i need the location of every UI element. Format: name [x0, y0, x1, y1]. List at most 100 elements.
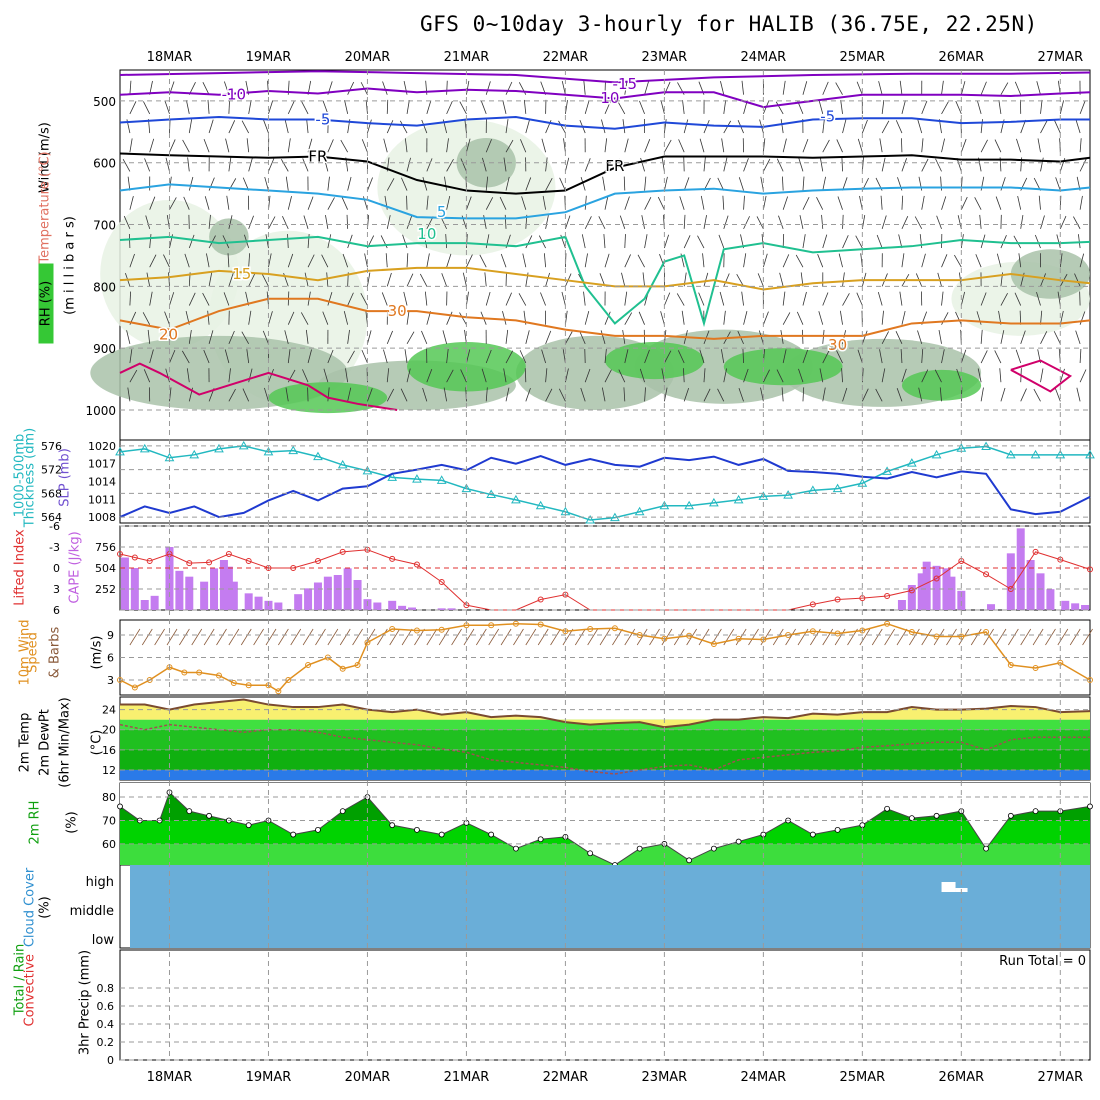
wind-barb [444, 176, 448, 191]
isotherm-line [119, 362, 398, 411]
wind10m-barb [1045, 628, 1056, 646]
wind-barb [268, 216, 276, 230]
wind10m-marker [611, 625, 618, 632]
wind10m-barb [859, 628, 871, 646]
wind-barb [565, 157, 570, 172]
wind-barb [1038, 195, 1041, 210]
wind-barb [762, 138, 766, 153]
wind-barb [462, 272, 467, 287]
wind-barb [736, 273, 744, 287]
x-tick-label-top: 18MAR [147, 50, 193, 65]
wind-barb [782, 254, 790, 268]
wind-barb [446, 80, 448, 95]
wind-barb [604, 369, 612, 383]
wind-barb [802, 176, 805, 191]
wind-barb [287, 234, 289, 249]
wind-barb [638, 311, 645, 325]
wind-barb [181, 350, 190, 364]
cape-bar [140, 600, 149, 610]
wind-barb [385, 253, 388, 268]
wind-barb [802, 329, 804, 344]
wind-barb [640, 157, 645, 172]
thickness-marker [783, 490, 793, 499]
wind-barb [485, 291, 491, 306]
wind-barb [386, 99, 389, 114]
wind-barb [563, 138, 566, 153]
wind-barb [822, 329, 825, 344]
rh-marker [389, 822, 396, 829]
wind-barb [623, 387, 626, 402]
wind-barb [340, 139, 349, 153]
li-marker [413, 561, 420, 568]
wind-barb [780, 119, 784, 134]
wind-barb [603, 234, 606, 249]
wind-barb [743, 195, 745, 210]
wind10m-marker [438, 626, 445, 633]
wind-barb [618, 369, 626, 383]
pressure-tick-label: 500 [93, 95, 116, 109]
wind-barb [143, 101, 151, 115]
wind-barb [383, 138, 388, 153]
wind-barb [400, 388, 408, 402]
wind-barb [466, 138, 471, 153]
wind-barb [657, 196, 665, 210]
wind-barb [1040, 99, 1043, 114]
wind-barb [347, 292, 354, 306]
wind10m-barb [141, 628, 153, 646]
li-marker [834, 596, 841, 603]
wind-barb [1013, 235, 1022, 249]
wind10m-barb [377, 628, 388, 646]
wind-barb [802, 234, 806, 249]
cape-bar [922, 561, 931, 610]
wind-barb [899, 291, 903, 306]
wind-barb [169, 387, 172, 402]
wind-barb [881, 99, 885, 114]
wind-barb [757, 273, 764, 287]
wind-barb [921, 253, 926, 268]
isotherm-label: FR [605, 157, 624, 175]
wind-barb [287, 253, 294, 268]
wind-barb [617, 101, 626, 115]
wind10m-barb [624, 628, 636, 646]
wind-barb [720, 81, 725, 95]
wind-barb [782, 349, 787, 364]
slp-tick-label: 1020 [88, 440, 116, 453]
wind-barb [604, 195, 609, 210]
wind-barb [149, 254, 157, 268]
wind-barb [604, 100, 611, 115]
cape-bar [224, 566, 233, 610]
wind10m-marker [710, 641, 717, 647]
wind-barb [580, 387, 586, 402]
wind-barb [426, 195, 429, 210]
wind-barb [287, 101, 295, 115]
rh-shade [407, 342, 526, 392]
wind10m-barb [587, 628, 599, 646]
cape-bar [447, 608, 456, 610]
wind-barb [505, 292, 512, 306]
cape-bar [1061, 600, 1070, 610]
wind-barb [441, 273, 448, 287]
wind10m-barb [315, 628, 326, 646]
wind-barb [327, 387, 330, 402]
wind-barb [264, 387, 269, 402]
wind-barb [624, 196, 630, 210]
wind-barb [821, 214, 824, 229]
cape-bar [294, 594, 303, 610]
wind-barb [604, 349, 607, 364]
wind-barb [321, 254, 329, 268]
wind-barb [307, 234, 310, 249]
wind-barb [723, 215, 729, 229]
isotherm-label: -10 [222, 86, 247, 104]
wind-barb [683, 235, 691, 249]
wind-barb [1037, 138, 1041, 153]
wind10m-barb [513, 628, 524, 646]
cape-bar [1026, 560, 1035, 610]
wind-barb [622, 119, 626, 134]
rh-marker [438, 831, 445, 838]
wind-barb [123, 215, 131, 230]
wind-barb [347, 234, 353, 249]
x-tick-label-bottom: 27MAR [1037, 1070, 1083, 1085]
x-tick-label-bottom: 25MAR [840, 1070, 886, 1085]
wind-barb [584, 195, 587, 210]
cape-bar [1036, 573, 1045, 610]
